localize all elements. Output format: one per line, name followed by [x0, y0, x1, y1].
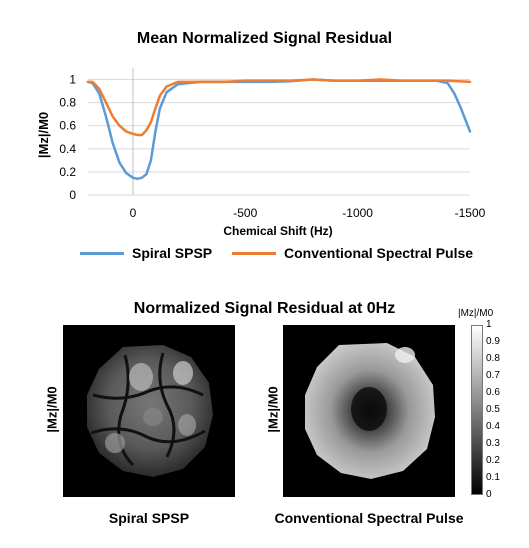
series-lines	[86, 78, 472, 181]
series-line-1	[86, 78, 472, 137]
legend-item-spiral: Spiral SPSP	[80, 245, 212, 261]
legend-swatch-conventional	[232, 251, 276, 255]
colorbar-tick-label: 0.7	[486, 370, 500, 381]
spiral-spsp-map	[63, 325, 235, 497]
colorbar-tick-label: 0.9	[486, 336, 500, 347]
y-axis-label: |Mz|/M0	[36, 112, 51, 158]
left-map-ylabel: |Mz|/M0	[44, 386, 60, 433]
colorbar-title: |Mz|/M0	[458, 308, 494, 319]
legend-item-conventional: Conventional Spectral Pulse	[232, 245, 473, 261]
spiral-brain-image	[87, 345, 213, 477]
grid-lines	[88, 79, 470, 196]
y-tick-labels: 0 0.2 0.4 0.6 0.8 1	[59, 73, 76, 202]
chart-title: Mean Normalized Signal Residual	[136, 30, 393, 47]
x-tick-label: -1000	[342, 206, 373, 220]
x-axis-label: Chemical Shift (Hz)	[223, 224, 332, 238]
colorbar	[471, 325, 483, 495]
colorbar-tick-label: 0.8	[486, 353, 500, 364]
colorbar-tick-label: 0.6	[486, 387, 500, 398]
right-map-caption: Conventional Spectral Pulse	[274, 510, 464, 526]
colorbar-tick-label: 0.4	[486, 421, 500, 432]
y-tick-label: 0	[69, 188, 76, 202]
colorbar-tick-label: 0	[486, 489, 492, 500]
line-chart: 0 0.2 0.4 0.6 0.8 1 0 -500 -1000 -1500 |Mz|/M0 C…	[36, 68, 486, 238]
colorbar-tick-label: 0.2	[486, 455, 500, 466]
colorbar-tick-label: 0.3	[486, 438, 500, 449]
conventional-brain-image	[305, 343, 435, 479]
conventional-map	[283, 325, 455, 497]
maps-title: Normalized Signal Residual at 0Hz	[133, 300, 396, 317]
legend-label-spiral: Spiral SPSP	[132, 245, 213, 261]
colorbar-tick-label: 0.1	[486, 472, 500, 483]
chart-legend: Spiral SPSP Conventional Spectral Pulse	[0, 245, 529, 265]
y-tick-label: 0.6	[59, 119, 76, 133]
y-tick-label: 1	[69, 73, 76, 87]
series-line-0	[86, 78, 472, 181]
x-tick-label: -500	[233, 206, 257, 220]
x-tick-labels: 0 -500 -1000 -1500	[130, 206, 486, 220]
right-map-ylabel: |Mz|/M0	[265, 386, 281, 433]
colorbar-tick-label: 0.5	[486, 404, 500, 415]
legend-label-conventional: Conventional Spectral Pulse	[284, 245, 474, 261]
colorbar-tick-label: 1	[486, 319, 492, 330]
y-tick-label: 0.4	[59, 142, 76, 156]
x-tick-label: 0	[130, 206, 137, 220]
left-map-caption: Spiral SPSP	[108, 510, 190, 526]
legend-swatch-spiral	[80, 251, 124, 255]
y-tick-label: 0.8	[59, 96, 76, 110]
y-tick-label: 0.2	[59, 165, 76, 179]
x-tick-label: -1500	[455, 206, 486, 220]
